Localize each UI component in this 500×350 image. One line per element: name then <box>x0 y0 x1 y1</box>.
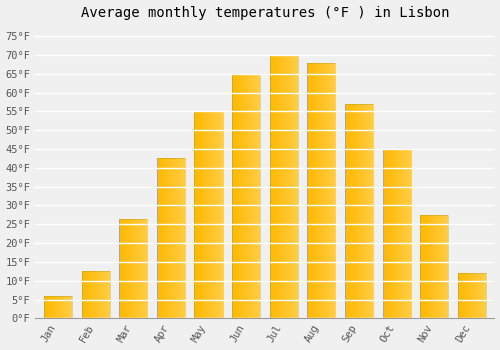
Bar <box>232 74 260 318</box>
Bar <box>420 215 448 318</box>
Bar <box>157 159 185 318</box>
Bar <box>82 271 110 318</box>
Title: Average monthly temperatures (°F ) in Lisbon: Average monthly temperatures (°F ) in Li… <box>80 6 449 20</box>
Bar <box>382 149 410 318</box>
Bar <box>458 273 486 318</box>
Bar <box>308 63 336 318</box>
Bar <box>194 111 222 318</box>
Bar <box>270 55 298 318</box>
Bar <box>119 219 148 318</box>
Bar <box>44 296 72 318</box>
Bar <box>345 104 373 318</box>
